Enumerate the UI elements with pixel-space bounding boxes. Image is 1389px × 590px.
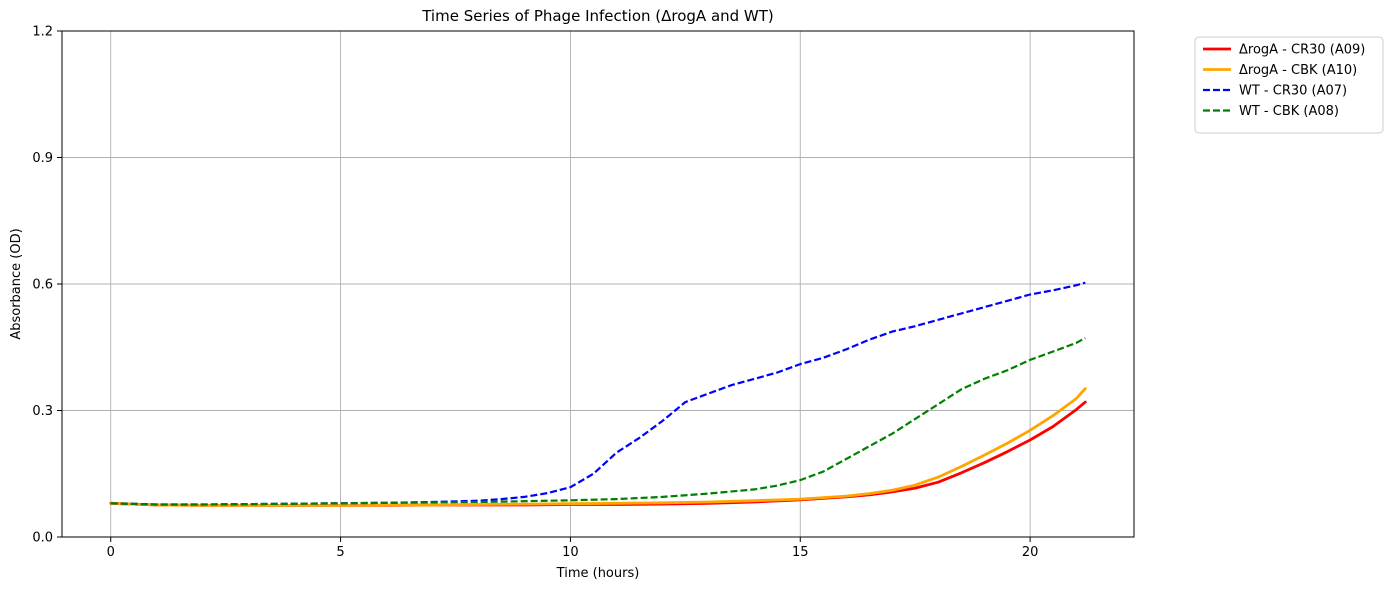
series-line: [110, 337, 1086, 506]
y-tick-label: 0.3: [32, 404, 53, 419]
legend-entry-label: WT - CBK (A08): [1239, 104, 1339, 119]
y-tick-label: 0.9: [32, 151, 53, 166]
x-axis-label: Time (hours): [556, 566, 640, 581]
series-line: [109, 387, 1087, 507]
x-tick-label: 20: [1022, 545, 1039, 560]
axis-ticks: 0 5 10 15 20 0.0 0.3 0.6 0.9 1.2: [32, 25, 1038, 561]
legend-entry-label: ΔrogA - CBK (A10): [1239, 63, 1357, 78]
x-tick-label: 15: [792, 545, 809, 560]
legend: ΔrogA - CR30 (A09) ΔrogA - CBK (A10) WT - …: [1194, 36, 1384, 134]
x-tick-label: 10: [562, 545, 579, 560]
legend-entry-label: WT - CR30 (A07): [1239, 84, 1347, 99]
legend-box: [1194, 36, 1384, 134]
y-tick-label: 1.2: [32, 25, 53, 40]
legend-entry-label: ΔrogA - CR30 (A09): [1239, 43, 1365, 58]
chart-title: Time Series of Phage Infection (ΔrogA an…: [421, 7, 774, 25]
y-axis-label: Absorbance (OD): [9, 228, 24, 339]
x-tick-label: 5: [336, 545, 344, 560]
y-tick-label: 0.6: [32, 278, 53, 293]
plot-series: [109, 281, 1087, 507]
y-tick-label: 0.0: [32, 531, 53, 546]
x-tick-label: 0: [107, 545, 115, 560]
series-line: [110, 281, 1086, 506]
